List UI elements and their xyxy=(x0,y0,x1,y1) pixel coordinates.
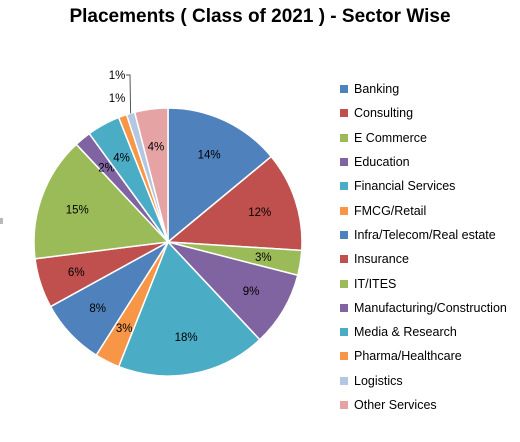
legend-item: Financial Services xyxy=(340,174,507,198)
legend-label: Financial Services xyxy=(354,179,456,194)
legend-swatch xyxy=(340,376,348,385)
legend-item: Media & Research xyxy=(340,320,507,344)
legend-item: Manufacturing/Construction xyxy=(340,296,507,320)
legend-label: Logistics xyxy=(354,373,403,388)
legend-label: Manufacturing/Construction xyxy=(354,300,507,315)
legend-swatch xyxy=(340,303,348,312)
edge-artifact xyxy=(0,218,3,224)
legend-label: Infra/Telecom/Real estate xyxy=(354,227,496,242)
pie-slice-0 xyxy=(167,107,273,244)
legend-swatch xyxy=(340,255,348,264)
legend-swatch xyxy=(340,230,348,239)
legend-item: Infra/Telecom/Real estate xyxy=(340,223,507,247)
slice-label-3: 9% xyxy=(243,286,260,298)
slice-label-7: 6% xyxy=(68,267,85,279)
slice-label-12: 1% xyxy=(109,70,126,82)
legend-item: Banking xyxy=(340,77,507,101)
slice-label-2: 3% xyxy=(255,252,272,264)
slice-label-6: 8% xyxy=(89,303,106,315)
legend-swatch xyxy=(340,279,348,288)
legend: Banking Consulting E Commerce Education Fina… xyxy=(340,77,507,417)
legend-item: Insurance xyxy=(340,247,507,271)
legend-swatch xyxy=(340,328,348,337)
pie-slice-1 xyxy=(166,155,303,252)
chart-title: Placements ( Class of 2021 ) - Sector Wi… xyxy=(69,6,451,27)
legend-item: Consulting xyxy=(340,101,507,125)
slice-label-4: 18% xyxy=(175,332,198,344)
legend-label: Other Services xyxy=(354,398,437,412)
slice-label-10: 4% xyxy=(113,152,130,164)
legend-swatch xyxy=(340,85,348,94)
legend-item: Logistics xyxy=(340,369,507,393)
legend-label: Banking xyxy=(354,82,400,97)
legend-label: Pharma/Healthcare xyxy=(354,349,462,364)
slice-label-8: 15% xyxy=(66,204,89,216)
legend-swatch xyxy=(340,158,348,167)
leader-line xyxy=(126,74,132,114)
legend-item: IT/ITES xyxy=(340,271,507,295)
legend-swatch xyxy=(340,109,348,118)
slice-label-5: 3% xyxy=(116,323,133,335)
legend-label: E Commerce xyxy=(354,130,427,145)
legend-swatch xyxy=(340,352,348,361)
slice-label-0: 14% xyxy=(198,150,221,162)
pie-slice-4 xyxy=(117,240,261,377)
legend-item: Education xyxy=(340,150,507,174)
legend-label: Consulting xyxy=(354,106,414,121)
legend-label: FMCG/Retail xyxy=(354,203,427,218)
legend-swatch xyxy=(340,182,348,191)
legend-swatch xyxy=(340,401,348,409)
slice-label-11: 1% xyxy=(109,93,126,105)
legend-item: FMCG/Retail xyxy=(340,198,507,222)
legend-item: Other Services xyxy=(340,393,507,417)
legend-swatch xyxy=(340,206,348,215)
pie-slice-8 xyxy=(33,143,170,260)
legend-label: Education xyxy=(354,155,410,170)
legend-item: Pharma/Healthcare xyxy=(340,344,507,368)
slice-label-1: 12% xyxy=(248,207,271,219)
legend-label: Media & Research xyxy=(354,325,457,340)
legend-label: Insurance xyxy=(354,252,409,267)
legend-swatch xyxy=(340,133,348,142)
legend-label: IT/ITES xyxy=(354,276,397,291)
legend-item: E Commerce xyxy=(340,126,507,150)
pie-slice-13 xyxy=(133,107,169,243)
slice-label-9: 2% xyxy=(98,163,115,175)
slice-label-13: 4% xyxy=(148,141,165,153)
